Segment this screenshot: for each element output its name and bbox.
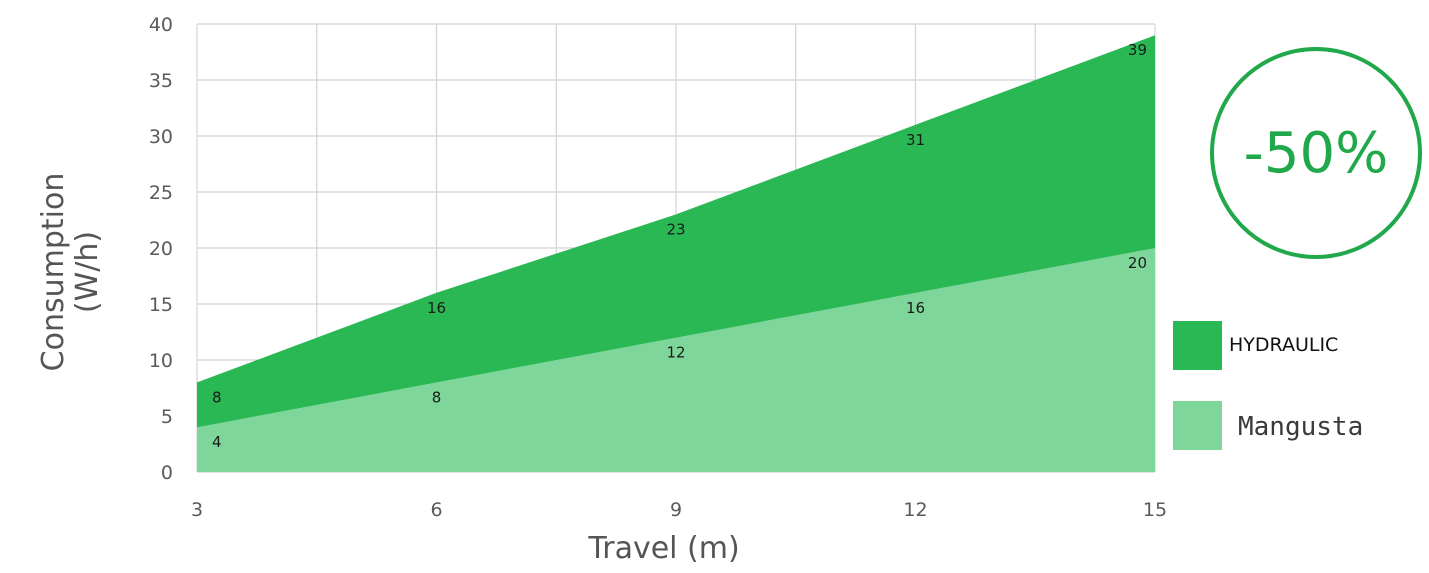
data-label-mangusta: 20 [1128, 254, 1147, 272]
x-tick-label: 9 [670, 499, 682, 521]
y-tick-label: 10 [149, 350, 173, 372]
x-tick-label: 15 [1143, 499, 1167, 521]
y-axis-title-line1: Consumption [36, 173, 71, 372]
data-label-hydraulic: 23 [666, 220, 685, 238]
x-tick-label: 6 [430, 499, 442, 521]
data-label-hydraulic: 31 [906, 131, 925, 149]
y-tick-label: 40 [149, 14, 173, 36]
y-tick-label: 5 [161, 406, 173, 428]
x-axis-title: Travel (m) [587, 531, 739, 566]
data-label-hydraulic: 8 [212, 388, 222, 406]
savings-badge: -50% [1210, 47, 1422, 259]
legend-swatch-hydraulic [1173, 321, 1222, 370]
x-axis-ticks: 3 6 9 12 15 [191, 499, 1167, 521]
data-label-hydraulic: 16 [427, 299, 446, 317]
x-tick-label: 12 [903, 499, 927, 521]
y-axis-title-line2: (W/h) [70, 231, 105, 313]
data-labels: 8 16 23 31 39 4 8 12 16 20 [212, 41, 1147, 451]
area-mangusta [197, 248, 1155, 472]
data-label-mangusta: 4 [212, 433, 222, 451]
y-tick-label: 0 [161, 462, 173, 484]
badge-circle [1210, 47, 1422, 259]
y-axis-ticks: 0 5 10 15 20 25 30 35 40 [149, 14, 173, 484]
data-label-mangusta: 16 [906, 299, 925, 317]
y-tick-label: 20 [149, 238, 173, 260]
legend-label-hydraulic: HYDRAULIC [1229, 334, 1338, 356]
y-tick-label: 15 [149, 294, 173, 316]
x-tick-label: 3 [191, 499, 203, 521]
data-label-mangusta: 12 [666, 344, 685, 362]
area-series [197, 35, 1155, 472]
badge-text: -50% [1244, 121, 1389, 186]
data-label-hydraulic: 39 [1128, 41, 1147, 59]
y-tick-label: 35 [149, 70, 173, 92]
legend-swatch-mangusta [1173, 401, 1222, 450]
y-tick-label: 25 [149, 182, 173, 204]
legend-label-mangusta: Mangusta [1238, 412, 1363, 442]
y-tick-label: 30 [149, 126, 173, 148]
legend: HYDRAULIC Mangusta [1173, 321, 1363, 450]
data-label-mangusta: 8 [432, 388, 442, 406]
